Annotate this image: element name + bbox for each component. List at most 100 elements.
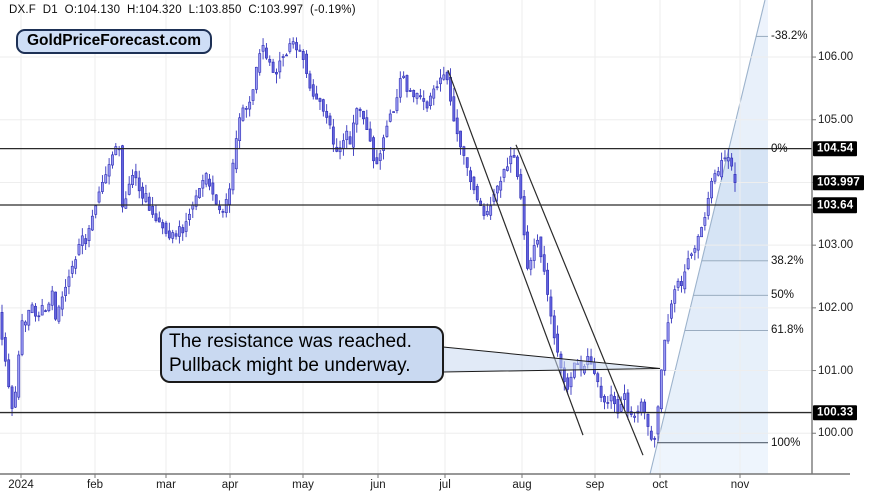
month-tick-label: jun xyxy=(370,479,386,491)
candle-body xyxy=(24,321,27,326)
candle-body xyxy=(649,430,653,440)
candle-body xyxy=(442,74,446,80)
fib-level-label: 38.2% xyxy=(771,254,804,267)
candle-body xyxy=(425,101,429,109)
candle-body xyxy=(10,386,14,409)
candle-body xyxy=(452,96,456,122)
fib-level-label: 100% xyxy=(771,436,801,449)
candle-body xyxy=(84,238,88,245)
candle-body xyxy=(546,269,549,295)
candle-body xyxy=(37,315,41,318)
candle-body xyxy=(485,211,489,215)
candle-body xyxy=(439,77,442,85)
candle-body xyxy=(489,205,493,216)
candle-body xyxy=(613,396,616,405)
candle-body xyxy=(402,75,406,78)
annotation-callout[interactable]: The resistance was reached. Pullback mig… xyxy=(160,326,444,383)
month-tick-label: jul xyxy=(439,479,451,491)
price-tick-label: 102.00 xyxy=(818,301,854,314)
candle-body xyxy=(204,173,208,185)
price-tick-label: 100.00 xyxy=(818,427,854,440)
candle-body xyxy=(512,155,516,158)
candle-body xyxy=(218,205,221,211)
candle-body xyxy=(244,108,248,110)
candle-body xyxy=(147,196,151,211)
month-tick-label: apr xyxy=(221,479,239,491)
candle-body xyxy=(616,399,620,414)
candle-body xyxy=(234,138,238,170)
channel-boundary-line[interactable] xyxy=(649,0,766,475)
fib-level-label: -38.2% xyxy=(771,30,808,43)
candle-body xyxy=(291,41,295,45)
candle-body xyxy=(308,73,312,89)
candle-body xyxy=(77,244,81,255)
candle-body xyxy=(151,205,155,215)
candle-body xyxy=(124,198,128,209)
candle-body xyxy=(13,391,17,408)
candle-body xyxy=(686,258,690,270)
candle-body xyxy=(194,195,198,207)
candle-body xyxy=(526,231,529,269)
candle-body xyxy=(3,337,7,362)
candle-body xyxy=(475,186,479,201)
candle-body xyxy=(556,333,560,353)
candle-body xyxy=(64,286,67,296)
candle-body xyxy=(358,108,362,111)
candle-body xyxy=(268,58,272,63)
candle-body xyxy=(432,88,436,99)
candle-body xyxy=(633,415,636,418)
candle-body xyxy=(706,198,710,216)
trendline[interactable] xyxy=(515,144,644,456)
candle-body xyxy=(422,98,426,102)
candle-body xyxy=(529,259,533,270)
candle-body xyxy=(265,47,268,59)
price-tick-label: 105.00 xyxy=(818,113,854,126)
watermark-badge: GoldPriceForecast.com xyxy=(16,29,213,54)
candle-body xyxy=(254,66,258,90)
candle-body xyxy=(20,320,24,355)
candle-body xyxy=(97,191,101,203)
candle-body xyxy=(696,236,700,251)
candle-body xyxy=(171,232,175,239)
candle-body xyxy=(44,310,47,312)
candle-body xyxy=(328,115,332,126)
candle-body xyxy=(335,146,339,152)
candle-body xyxy=(57,306,61,322)
candle-body xyxy=(552,315,556,339)
candle-body xyxy=(34,305,37,317)
candle-body xyxy=(144,193,148,202)
fib-level-label: 61.8% xyxy=(771,324,804,337)
candle-body xyxy=(683,271,687,290)
candle-body xyxy=(47,303,51,312)
candle-body xyxy=(134,171,138,179)
candle-body xyxy=(211,182,215,195)
candle-body xyxy=(435,86,439,89)
candle-body xyxy=(301,51,305,60)
fib-channel-band xyxy=(756,0,768,37)
candle-body xyxy=(177,226,181,237)
candle-body xyxy=(60,296,64,310)
candle-body xyxy=(167,230,171,239)
month-tick-label: feb xyxy=(87,479,103,491)
candle-body xyxy=(27,309,31,326)
candle-body xyxy=(318,98,322,102)
month-tick-label: may xyxy=(292,479,314,491)
month-tick-label: mar xyxy=(156,479,176,491)
candle-body xyxy=(412,90,416,98)
candle-body xyxy=(231,162,235,191)
candle-body xyxy=(609,394,613,402)
fib-channel-band xyxy=(650,442,768,474)
candle-body xyxy=(690,253,693,256)
price-tick-label: 103.00 xyxy=(818,239,854,252)
candle-body xyxy=(121,145,124,208)
candle-body xyxy=(710,180,713,199)
candle-body xyxy=(596,373,600,383)
price-level-badge: 100.33 xyxy=(813,404,858,421)
candle-body xyxy=(506,166,509,171)
candle-body xyxy=(352,122,355,148)
trendline[interactable] xyxy=(447,70,584,436)
candle-body xyxy=(455,117,459,135)
